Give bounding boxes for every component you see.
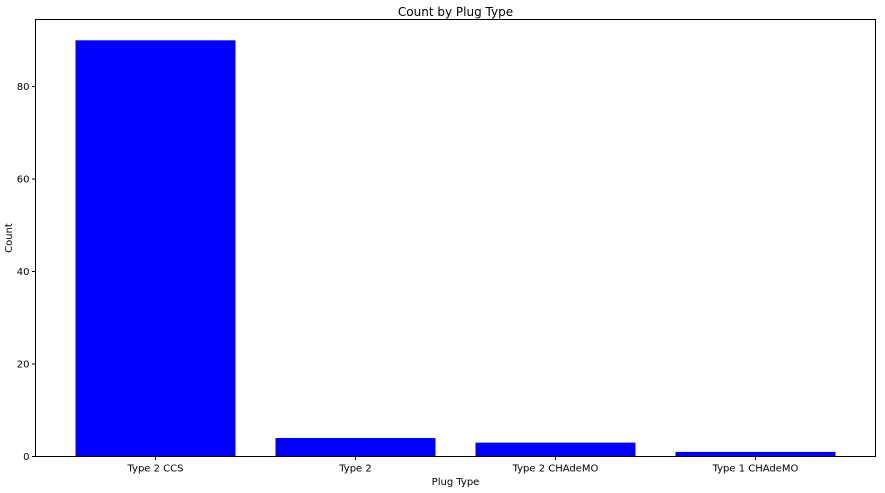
x-axis-label: Plug Type bbox=[432, 477, 480, 488]
y-tick-label: 0 bbox=[23, 452, 29, 463]
bars-group bbox=[75, 40, 836, 457]
x-tick-label: Type 2 bbox=[338, 464, 372, 475]
y-axis: 0 20 40 60 80 bbox=[17, 82, 36, 463]
x-tick-label: Type 1 CHAdeMO bbox=[712, 464, 799, 475]
bar-type-1-chademo bbox=[675, 451, 836, 457]
bar-type-2 bbox=[275, 438, 436, 457]
y-axis-label: Count bbox=[4, 223, 15, 253]
y-tick-label: 20 bbox=[17, 360, 30, 371]
bar-type-2-chademo bbox=[475, 442, 636, 457]
x-axis: Type 2 CCS Type 2 Type 2 CHAdeMO Type 1 CHA… bbox=[126, 456, 799, 475]
chart-title: Count by Plug Type bbox=[398, 5, 513, 19]
y-tick-label: 60 bbox=[17, 175, 30, 186]
y-tick-label: 80 bbox=[17, 82, 30, 93]
plot-frame bbox=[35, 19, 876, 457]
x-tick-label: Type 2 CHAdeMO bbox=[512, 464, 599, 475]
y-tick-label: 40 bbox=[17, 267, 30, 278]
x-tick-label: Type 2 CCS bbox=[126, 464, 183, 475]
bar-type-2-ccs bbox=[75, 40, 236, 457]
